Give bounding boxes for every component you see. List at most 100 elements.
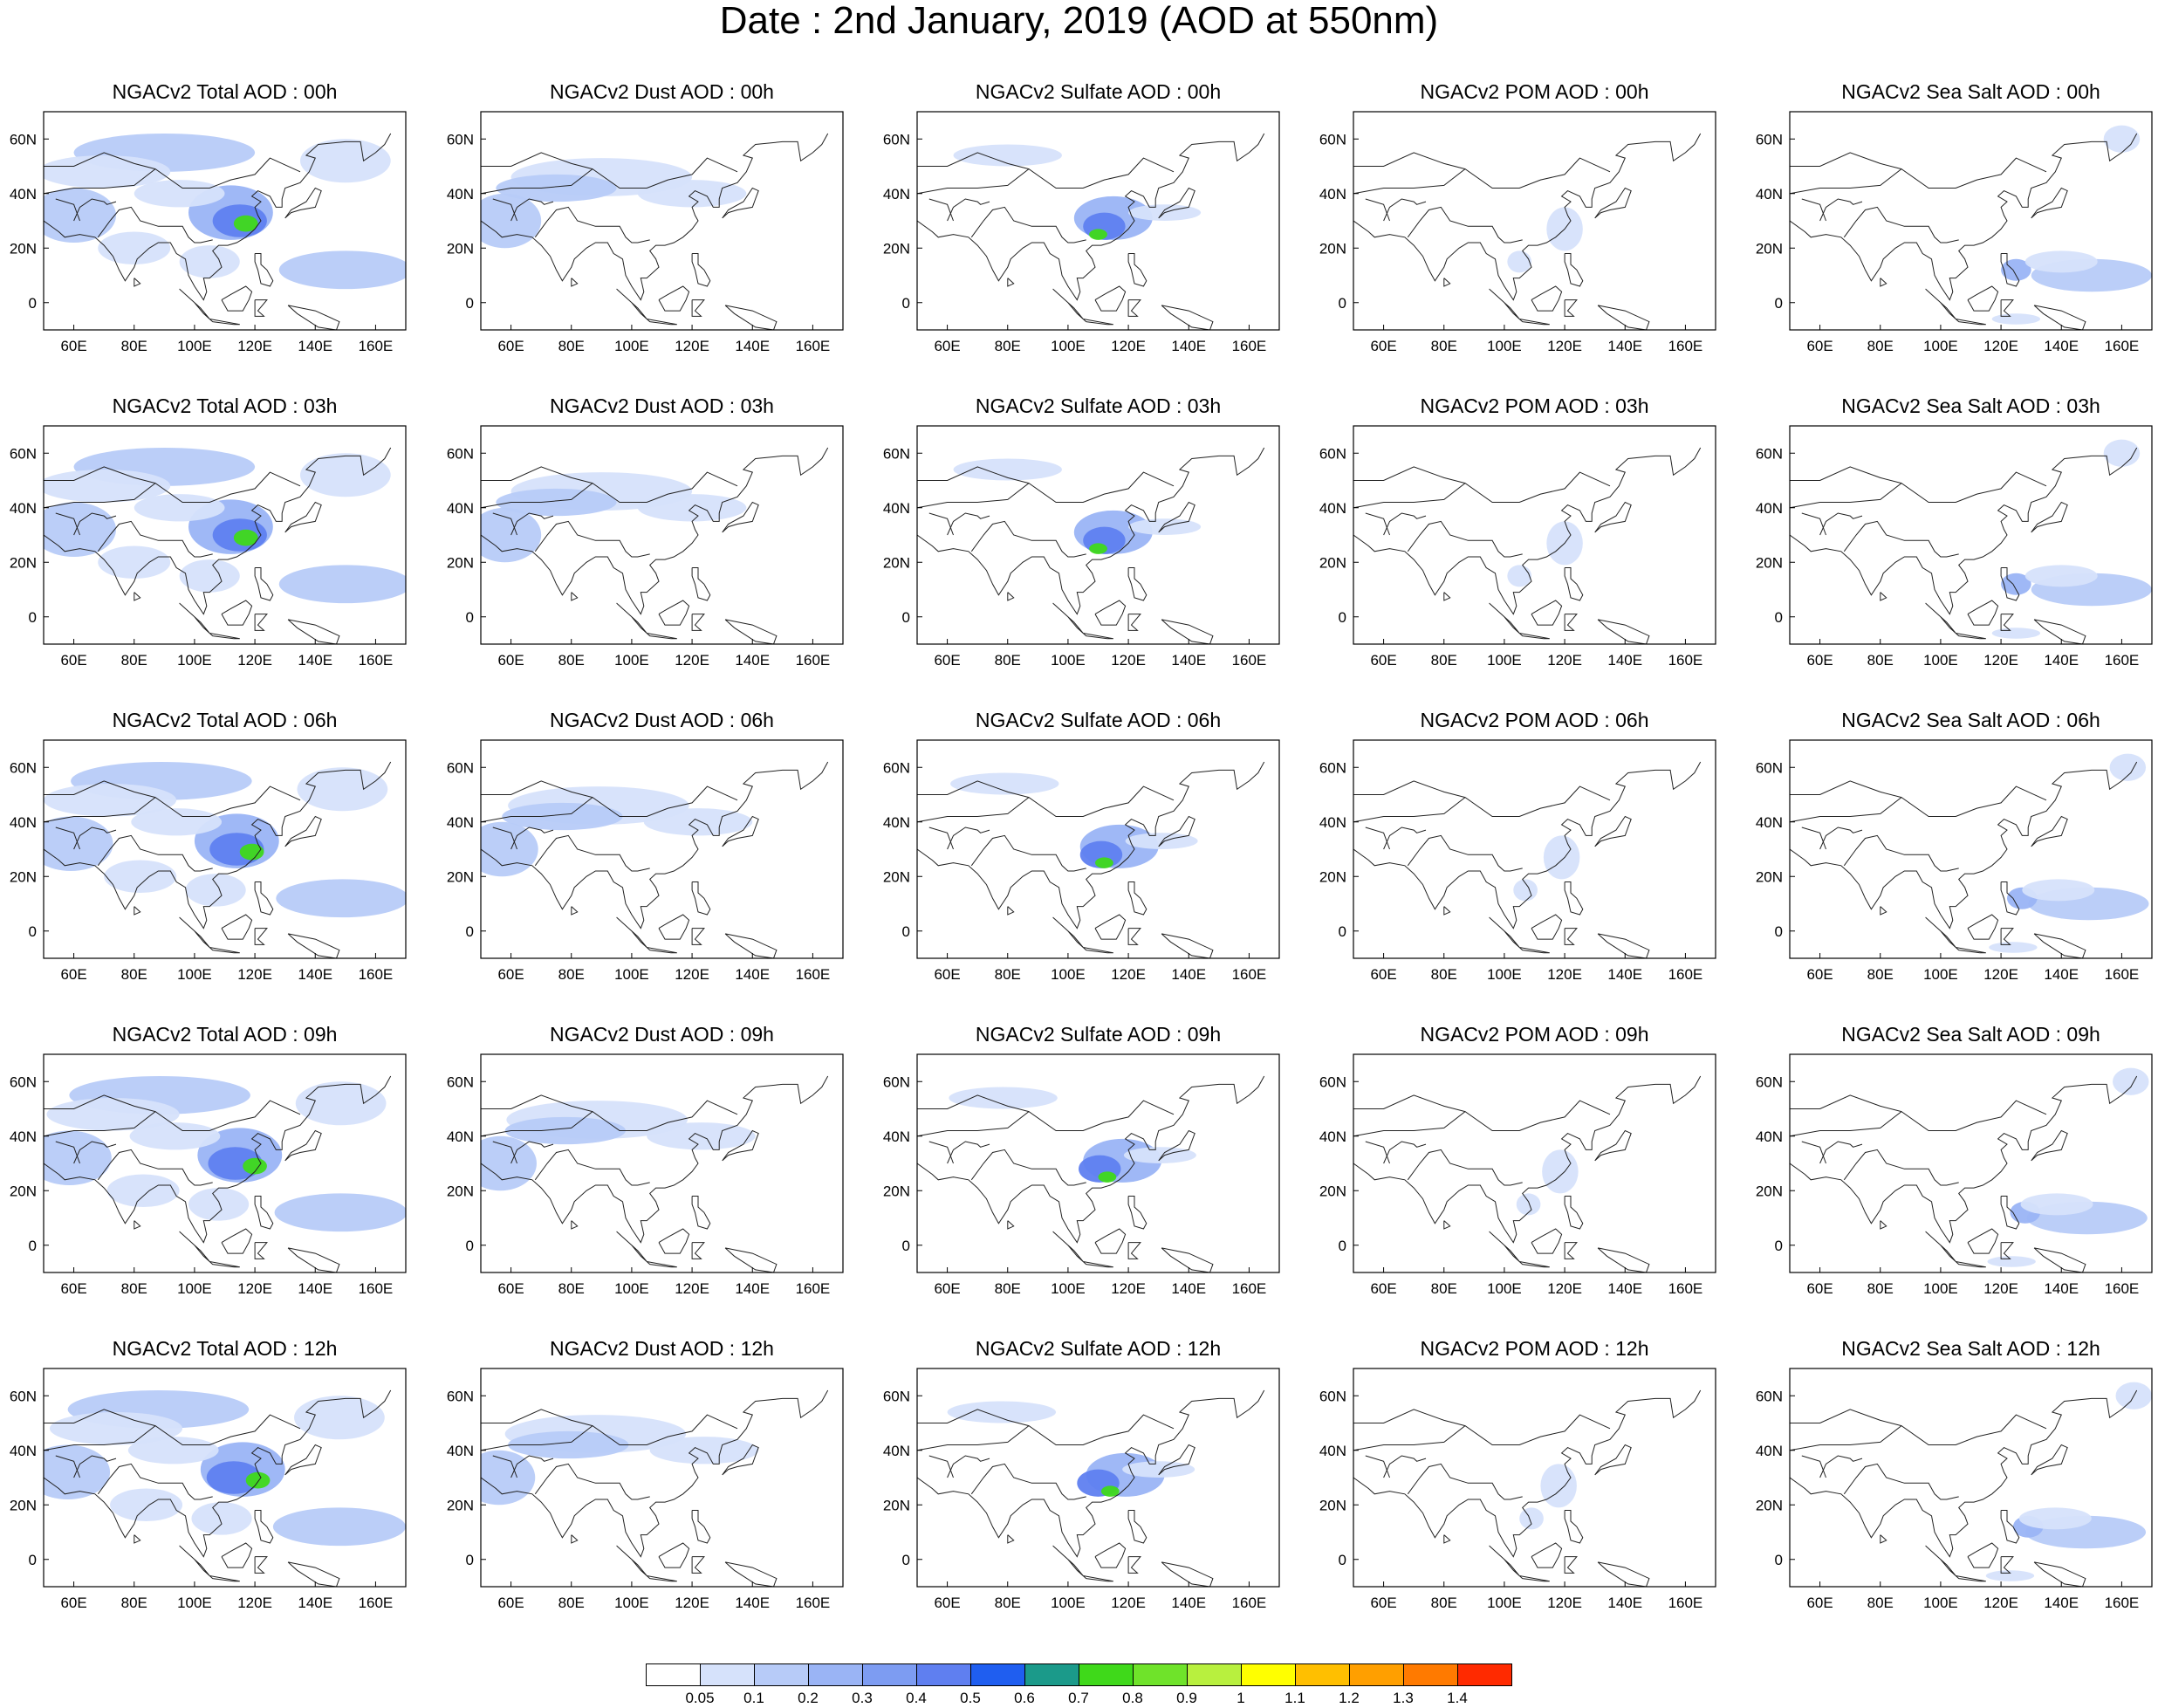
coastline [1967, 914, 1999, 940]
country-border [1790, 780, 1902, 799]
aerosol-field-sulfate [950, 772, 1059, 795]
x-tick-label: 140E [1607, 338, 1642, 354]
coastline [209, 633, 240, 640]
country-border [492, 198, 517, 222]
y-tick-label: 60N [1756, 131, 1783, 147]
coastline [1564, 614, 1578, 631]
coastline [1594, 1444, 1632, 1476]
coastline [2033, 305, 2086, 330]
y-tick-label: 60N [1319, 1388, 1346, 1404]
x-tick-label: 100E [177, 1595, 212, 1611]
aerosol-field-total [134, 494, 225, 522]
country-border [55, 1141, 80, 1164]
coastline [287, 619, 340, 644]
y-tick-label: 0 [1775, 1238, 1783, 1254]
coastline [284, 1129, 322, 1162]
aerosol-field-total [179, 245, 240, 278]
coastline [2033, 933, 2086, 958]
country-border [928, 827, 954, 850]
x-tick-label: 120E [1983, 338, 2018, 354]
coastline [1353, 133, 1702, 301]
y-tick-label: 60N [10, 131, 37, 147]
colorbar-label: 1.2 [1339, 1690, 1360, 1706]
country-border [534, 834, 650, 872]
country-border [510, 198, 554, 222]
x-tick-label: 140E [298, 1280, 332, 1297]
panel-title-sulfate-1: NGACv2 Sulfate AOD : 03h [975, 394, 1222, 417]
coastline [1564, 1196, 1584, 1230]
map-panel-pom-4: 60E 80E 100E 120E 140E 160E 60N 40N 20N 0 [1319, 1368, 1716, 1611]
coastline [1052, 602, 1084, 634]
x-tick-label: 80E [121, 966, 147, 983]
y-tick-label: 20N [1319, 554, 1346, 571]
x-tick-label: 80E [558, 1595, 585, 1611]
country-border [947, 512, 990, 536]
y-tick-label: 0 [466, 1552, 474, 1568]
x-tick-label: 100E [1051, 338, 1086, 354]
coastline [209, 1575, 240, 1582]
x-tick-label: 80E [121, 652, 147, 669]
x-tick-label: 120E [1983, 1280, 2018, 1297]
country-border [1407, 834, 1523, 872]
coastline [1790, 133, 2138, 301]
country-border [1801, 827, 1826, 850]
country-border [1819, 1141, 1863, 1164]
aerosol-field-seasalt [2022, 879, 2095, 902]
coastline [209, 319, 240, 326]
aerosol-field-sulfate [949, 1087, 1058, 1109]
coastline [1353, 447, 1702, 615]
x-tick-label: 140E [1171, 338, 1206, 354]
coastline [134, 592, 141, 601]
country-border [44, 466, 156, 484]
coastline [134, 278, 141, 287]
y-tick-label: 0 [466, 295, 474, 312]
coastline [287, 1561, 340, 1587]
coastline [917, 133, 1265, 301]
coastline [1127, 1196, 1148, 1230]
coastline [2031, 1444, 2068, 1476]
coastline [2000, 1510, 2020, 1544]
coastline [1564, 299, 1578, 317]
panel-title-total-0: NGACv2 Total AOD : 00h [112, 80, 338, 103]
coastline [2033, 1561, 2086, 1587]
map-frame [43, 425, 407, 645]
x-tick-label: 100E [177, 1280, 212, 1297]
country-border [1353, 780, 1466, 799]
aerosol-field-seasalt [2024, 250, 2098, 273]
aerosol-field-sulfate [1098, 1171, 1117, 1183]
y-tick-label: 20N [447, 1183, 474, 1199]
aerosol-field-sulfate [1123, 1147, 1196, 1163]
x-tick-label: 120E [675, 652, 709, 669]
panel-title-total-3: NGACv2 Total AOD : 09h [112, 1023, 338, 1046]
aerosol-field-pom [1516, 1193, 1541, 1216]
panel-title-sulfate-4: NGACv2 Sulfate AOD : 12h [975, 1337, 1222, 1360]
aerosol-field-dust [649, 1437, 759, 1464]
x-tick-label: 160E [1668, 1280, 1703, 1297]
x-tick-label: 120E [237, 652, 272, 669]
x-tick-label: 60E [1806, 1280, 1833, 1297]
country-border [1843, 1149, 1959, 1186]
x-tick-label: 60E [60, 338, 86, 354]
country-border [970, 1463, 1086, 1500]
aerosol-field-total [278, 565, 406, 604]
country-border [1819, 512, 1863, 536]
y-tick-label: 60N [1756, 1074, 1783, 1090]
x-tick-label: 100E [1487, 1280, 1522, 1297]
x-tick-label: 80E [558, 1280, 585, 1297]
aerosol-field-pom [1540, 1464, 1577, 1508]
map-panel-sulfate-0: 60E 80E 100E 120E 140E 160E 60N 40N 20N 0 [883, 111, 1280, 354]
aerosol-field-sulfate [1100, 1485, 1120, 1497]
y-tick-label: 0 [902, 295, 910, 312]
y-tick-label: 60N [883, 1074, 910, 1090]
country-border [917, 157, 1175, 195]
coastline [254, 1556, 268, 1574]
coastline [1518, 1575, 1550, 1582]
coastline [1052, 916, 1084, 948]
coastline [1161, 619, 1214, 644]
country-border [97, 834, 213, 872]
x-tick-label: 140E [735, 966, 770, 983]
country-border [481, 785, 738, 823]
map-frame [1353, 1053, 1716, 1273]
coastline [1925, 916, 1956, 948]
